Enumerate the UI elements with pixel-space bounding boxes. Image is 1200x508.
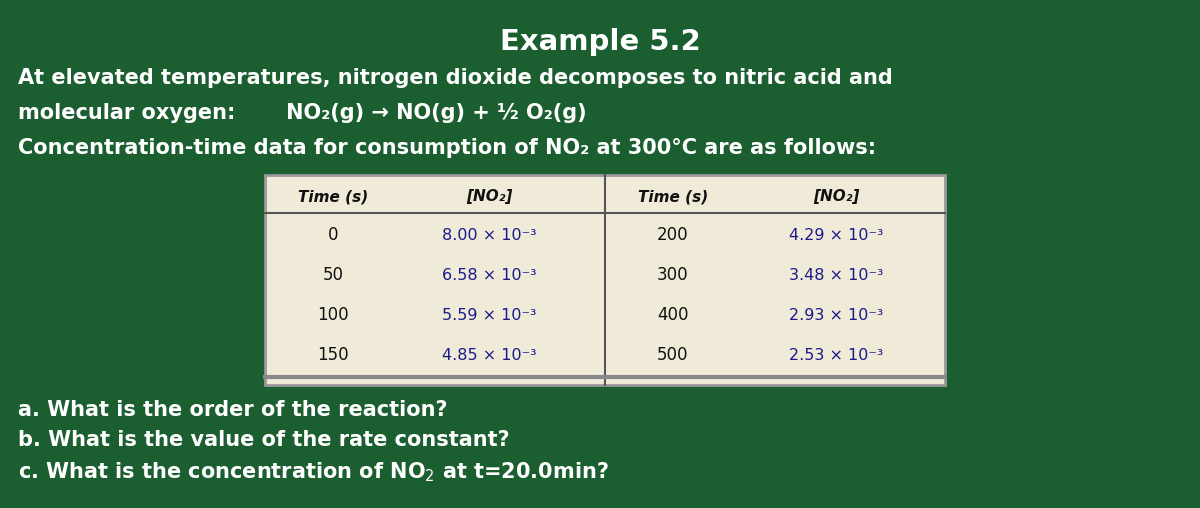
Text: 100: 100 xyxy=(317,306,349,324)
Text: At elevated temperatures, nitrogen dioxide decomposes to nitric acid and: At elevated temperatures, nitrogen dioxi… xyxy=(18,68,893,88)
FancyBboxPatch shape xyxy=(265,175,946,385)
Text: molecular oxygen:       NO₂(g) → NO(g) + ½ O₂(g): molecular oxygen: NO₂(g) → NO(g) + ½ O₂(… xyxy=(18,103,587,123)
Text: b. What is the value of the rate constant?: b. What is the value of the rate constan… xyxy=(18,430,510,450)
Text: Concentration-time data for consumption of NO₂ at 300°C are as follows:: Concentration-time data for consumption … xyxy=(18,138,876,158)
Text: 4.29 × 10⁻³: 4.29 × 10⁻³ xyxy=(788,228,883,242)
Text: 6.58 × 10⁻³: 6.58 × 10⁻³ xyxy=(442,268,536,282)
Text: 400: 400 xyxy=(658,306,689,324)
Text: Time (s): Time (s) xyxy=(298,189,368,205)
Text: 8.00 × 10⁻³: 8.00 × 10⁻³ xyxy=(442,228,536,242)
Text: [NO₂]: [NO₂] xyxy=(814,189,859,205)
Text: 200: 200 xyxy=(658,226,689,244)
Text: a. What is the order of the reaction?: a. What is the order of the reaction? xyxy=(18,400,448,420)
Text: 300: 300 xyxy=(658,266,689,284)
Text: Example 5.2: Example 5.2 xyxy=(499,28,701,56)
Text: [NO₂]: [NO₂] xyxy=(467,189,512,205)
Text: c. What is the concentration of NO$_2$ at t=20.0min?: c. What is the concentration of NO$_2$ a… xyxy=(18,460,608,484)
Text: 150: 150 xyxy=(317,346,349,364)
Text: 5.59 × 10⁻³: 5.59 × 10⁻³ xyxy=(442,307,536,323)
Text: 500: 500 xyxy=(658,346,689,364)
Text: 50: 50 xyxy=(323,266,343,284)
Text: 4.85 × 10⁻³: 4.85 × 10⁻³ xyxy=(442,347,536,363)
Text: 2.53 × 10⁻³: 2.53 × 10⁻³ xyxy=(790,347,883,363)
Text: 0: 0 xyxy=(328,226,338,244)
Text: Time (s): Time (s) xyxy=(638,189,708,205)
Text: 2.93 × 10⁻³: 2.93 × 10⁻³ xyxy=(790,307,883,323)
Text: 3.48 × 10⁻³: 3.48 × 10⁻³ xyxy=(788,268,883,282)
